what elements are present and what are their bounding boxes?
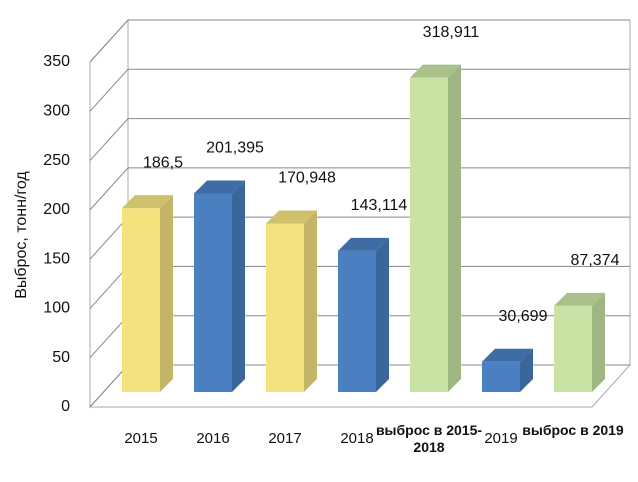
x-tick-label-box: Разрешенный выброс в 2015-2018 bbox=[375, 425, 483, 455]
grid-line bbox=[89, 68, 630, 112]
bar-side bbox=[160, 195, 173, 392]
bar-side bbox=[232, 180, 245, 392]
x-tick-label-box: Разрешенный выброс в 2019 bbox=[522, 425, 624, 438]
y-tick-label: 150 bbox=[43, 250, 70, 267]
bar-top bbox=[266, 210, 317, 224]
bar bbox=[122, 208, 160, 392]
x-tick-label: 2017 bbox=[268, 430, 302, 447]
value-label: 318,911 bbox=[423, 24, 480, 41]
value-label: 143,114 bbox=[351, 197, 408, 214]
x-tick-label: 2019 bbox=[484, 430, 518, 447]
bar bbox=[194, 193, 232, 392]
x-tick-label-box: 2015 bbox=[124, 430, 158, 447]
y-tick-label: 0 bbox=[61, 398, 70, 415]
bar-top bbox=[122, 195, 173, 209]
bar-side bbox=[592, 292, 605, 392]
value-label: 170,948 bbox=[278, 170, 336, 187]
bar bbox=[482, 361, 520, 392]
y-tick-label: 300 bbox=[43, 103, 70, 120]
bar bbox=[410, 77, 448, 393]
bar bbox=[338, 250, 376, 392]
y-tick-label: 350 bbox=[43, 53, 70, 70]
value-label: 30,699 bbox=[499, 308, 548, 325]
y-tick-label: 50 bbox=[52, 349, 70, 366]
bar-side bbox=[376, 237, 389, 392]
x-tick-label-box: 2016 bbox=[196, 430, 230, 447]
x-tick-label-box: 2018 bbox=[340, 430, 374, 447]
value-label: 87,374 bbox=[571, 252, 620, 269]
bar bbox=[266, 223, 304, 392]
bar bbox=[554, 305, 592, 392]
bar-side bbox=[304, 210, 317, 392]
bar-side bbox=[520, 348, 533, 392]
x-tick-label-box: 2017 bbox=[268, 430, 302, 447]
x-tick-label: 2018 bbox=[340, 430, 374, 447]
bar-top bbox=[338, 237, 389, 251]
value-label: 186,5 bbox=[143, 154, 183, 171]
bar-top bbox=[554, 292, 605, 306]
bar-side bbox=[448, 64, 461, 393]
x-tick-label-box: 2019 bbox=[484, 430, 518, 447]
grid-line bbox=[89, 19, 630, 63]
y-axis-label: Выброс, тонн/год bbox=[13, 171, 30, 299]
x-tick-label: Разрешенный выброс в 2019 bbox=[522, 425, 624, 438]
y-tick-label: 100 bbox=[43, 300, 70, 317]
bar-top bbox=[194, 180, 245, 194]
x-tick-label: 2016 bbox=[196, 430, 230, 447]
grid-line bbox=[89, 167, 630, 211]
bar-top bbox=[410, 64, 461, 78]
y-tick-label: 250 bbox=[43, 152, 70, 169]
bar-top bbox=[482, 348, 533, 362]
x-tick-label: Разрешенный выброс в 2015-2018 bbox=[375, 425, 483, 455]
y-tick-label: 200 bbox=[43, 201, 70, 218]
value-label: 201,395 bbox=[206, 140, 264, 157]
x-tick-label: 2015 bbox=[124, 430, 158, 447]
grid-line bbox=[89, 118, 630, 161]
